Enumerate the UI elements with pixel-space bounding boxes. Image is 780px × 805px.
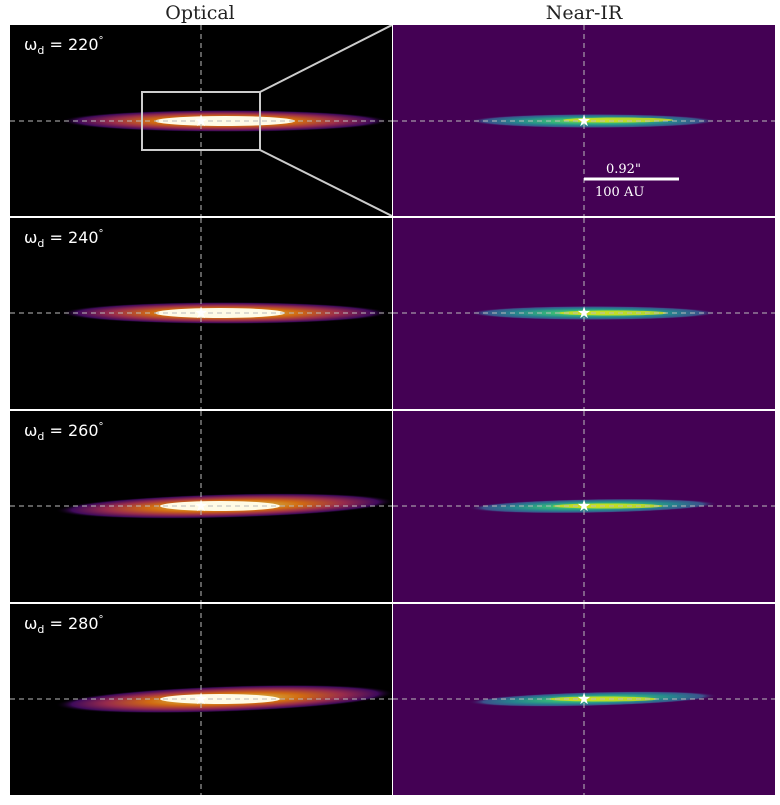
nir-image-4: ★ <box>393 604 775 795</box>
optical-panel-4: ★ ωd = 280° <box>10 604 392 795</box>
star-icon: ★ <box>194 303 208 322</box>
zoom-line-bottom <box>259 149 392 216</box>
nir-panel-4: ★ <box>393 604 775 795</box>
scale-distance: 100 AU <box>595 185 644 200</box>
nir-panel-1: ★ 0.92" 100 AU <box>393 25 775 216</box>
scale-angle: 0.92" <box>606 162 641 177</box>
omega-label-3: ωd = 260° <box>24 421 104 444</box>
omega-label-1: ωd = 220° <box>24 35 104 58</box>
optical-panel-3: ★ ωd = 260° <box>10 411 392 602</box>
column-title-optical: Optical <box>165 2 235 24</box>
optical-image-2: ★ <box>10 218 392 409</box>
nir-panel-2: ★ <box>393 218 775 409</box>
nir-image-1: ★ 0.92" 100 AU <box>393 25 775 216</box>
star-icon: ★ <box>577 496 591 515</box>
optical-panel-1: ★ ωd = 220° <box>10 25 392 216</box>
omega-label-2: ωd = 240° <box>24 228 104 251</box>
star-icon: ★ <box>194 111 208 130</box>
nir-image-2: ★ <box>393 218 775 409</box>
optical-image-3: ★ <box>10 411 392 602</box>
star-icon: ★ <box>194 496 208 515</box>
column-title-near-ir: Near-IR <box>545 2 623 24</box>
star-icon: ★ <box>577 303 591 322</box>
star-icon: ★ <box>577 111 591 130</box>
nir-panel-3: ★ <box>393 411 775 602</box>
optical-image-1: ★ <box>10 25 392 216</box>
optical-panel-2: ★ ωd = 240° <box>10 218 392 409</box>
zoom-box <box>141 91 261 151</box>
star-icon: ★ <box>577 689 591 708</box>
nir-image-3: ★ <box>393 411 775 602</box>
star-icon: ★ <box>194 689 208 708</box>
optical-image-4: ★ <box>10 604 392 795</box>
omega-label-4: ωd = 280° <box>24 614 104 637</box>
zoom-line-top <box>259 25 392 93</box>
